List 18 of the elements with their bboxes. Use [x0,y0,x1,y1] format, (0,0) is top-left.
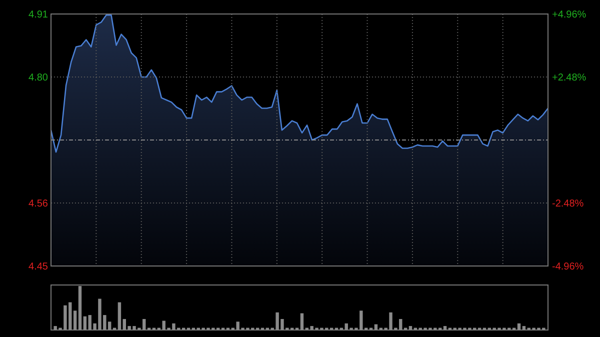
y-tick-label: 4.45 [28,262,48,272]
y-tick-label: 4.91 [28,10,48,20]
bar [517,323,521,330]
bar [408,326,412,330]
bar [522,326,526,330]
bar [443,326,447,330]
bar [83,316,87,330]
y2-tick-label: +4.96% [552,10,586,20]
y2-tick-label: -2.48% [552,198,584,210]
bar [300,313,304,330]
bar [78,286,82,330]
bar [73,310,77,330]
y-tick-label: 4.56 [28,198,48,210]
bar [118,302,122,330]
y-tick-label: 4.80 [28,72,48,84]
y2-tick-label: +2.48% [552,72,586,84]
y2-tick-label: -4.96% [552,262,584,272]
bar [374,324,378,330]
